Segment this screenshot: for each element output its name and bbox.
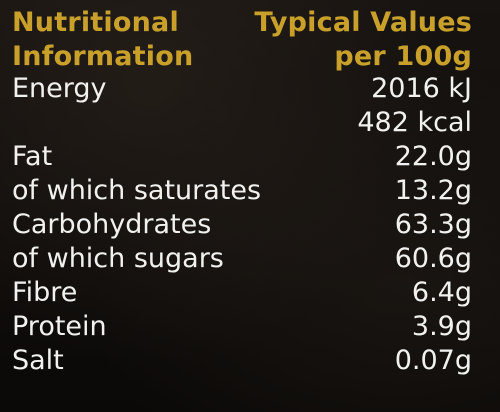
- row-energy: Energy 2016 kJ: [12, 72, 472, 106]
- row-value: 0.07g: [394, 345, 472, 376]
- nutrition-rows: Energy 2016 kJ 482 kcal Fat 22.0g of whi…: [12, 72, 472, 378]
- row-value: 60.6g: [394, 243, 472, 274]
- header-left: Nutritional Information: [12, 6, 193, 74]
- row-value: 482 kcal: [357, 107, 472, 138]
- row-value: 63.3g: [394, 209, 472, 240]
- row-energy-kcal: 482 kcal: [12, 106, 472, 140]
- row-label: of which sugars: [12, 243, 224, 274]
- header-typical-values: Typical Values: [254, 7, 472, 38]
- row-value: 6.4g: [411, 277, 472, 308]
- row-label: Carbohydrates: [12, 209, 212, 240]
- row-label: Salt: [12, 345, 64, 376]
- row-fibre: Fibre 6.4g: [12, 276, 472, 310]
- row-label: Energy: [12, 73, 107, 104]
- row-label: Protein: [12, 311, 107, 342]
- nutrition-header: Nutritional Information Typical Values p…: [12, 6, 472, 74]
- row-label: of which saturates: [12, 175, 262, 206]
- header-nutritional: Nutritional: [12, 7, 179, 38]
- row-label: Fat: [12, 141, 53, 172]
- row-value: 13.2g: [394, 175, 472, 206]
- row-fat: Fat 22.0g: [12, 140, 472, 174]
- row-sugars: of which sugars 60.6g: [12, 242, 472, 276]
- header-information: Information: [12, 41, 194, 72]
- row-protein: Protein 3.9g: [12, 310, 472, 344]
- row-value: 22.0g: [394, 141, 472, 172]
- row-carbohydrates: Carbohydrates 63.3g: [12, 208, 472, 242]
- row-value: 3.9g: [411, 311, 472, 342]
- header-per-100g: per 100g: [334, 41, 472, 72]
- row-label: Fibre: [12, 277, 78, 308]
- row-saturates: of which saturates 13.2g: [12, 174, 472, 208]
- header-right: Typical Values per 100g: [254, 6, 472, 74]
- row-salt: Salt 0.07g: [12, 344, 472, 378]
- row-value: 2016 kJ: [371, 73, 472, 104]
